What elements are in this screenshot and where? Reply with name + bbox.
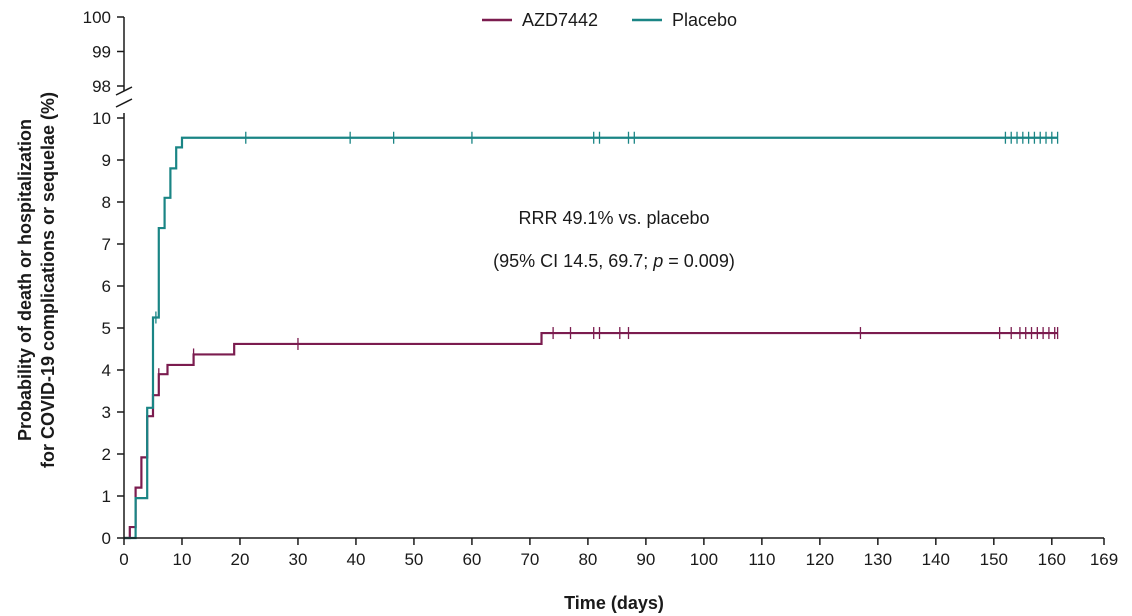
x-tick-label: 70 [520,550,539,569]
y-axis-break-mark [115,86,133,96]
x-tick-label: 10 [173,550,192,569]
legend: AZD7442 Placebo [482,10,737,30]
y-tick-label: 100 [83,8,111,27]
legend-label-placebo: Placebo [672,10,737,30]
y-axis-break-mark [115,98,133,108]
annotation-ci-prefix: (95% CI 14.5, 69.7; [493,251,653,271]
y-tick-label: 8 [102,193,111,212]
x-tick-label: 120 [806,550,834,569]
y-tick-label: 4 [102,361,111,380]
series-line-placebo [124,136,1058,540]
x-tick-label: 60 [462,550,481,569]
x-tick-label: 160 [1038,550,1066,569]
x-tick-label: 0 [119,550,128,569]
x-tick-label: 50 [404,550,423,569]
x-axis-title: Time (days) [564,593,664,613]
x-tick-label: 40 [346,550,365,569]
y-tick-label: 9 [102,151,111,170]
series-line-azd7442 [124,331,1058,540]
y-tick-label: 6 [102,277,111,296]
legend-label-azd7442: AZD7442 [522,10,598,30]
x-tick-label: 20 [231,550,250,569]
y-tick-label: 3 [102,403,111,422]
y-tick-label: 98 [92,77,111,96]
x-tick-label: 90 [636,550,655,569]
x-tick-label: 150 [980,550,1008,569]
y-tick-label: 5 [102,319,111,338]
y-tick-label: 1 [102,487,111,506]
plot-lines [124,131,1059,540]
y-tick-label: 10 [92,109,111,128]
x-tick-label: 110 [748,550,775,569]
x-tick-label: 80 [578,550,597,569]
y-tick-label: 2 [102,445,111,464]
x-tick-label: 140 [922,550,950,569]
y-tick-label: 99 [92,43,111,62]
y-axis-title-line2: for COVID-19 complications or sequelae (… [38,92,58,468]
y-axis-title-line1: Probability of death or hospitalization [15,119,35,441]
y-tick-label: 0 [102,529,111,548]
annotation-rrr: RRR 49.1% vs. placebo [518,208,709,228]
y-tick-label: 7 [102,235,111,254]
axes: 0 10 20 30 40 50 60 70 80 90 100 110 120 130 140 150 160… [83,8,1119,569]
x-tick-label: 30 [289,550,308,569]
annotation-p-symbol: p [652,251,663,271]
x-tick-label: 130 [864,550,892,569]
x-tick-label: 100 [690,550,718,569]
x-tick-label: 169 [1090,550,1118,569]
annotation-ci: (95% CI 14.5, 69.7; p = 0.009) [493,251,735,271]
annotation-ci-suffix: = 0.009) [663,251,735,271]
